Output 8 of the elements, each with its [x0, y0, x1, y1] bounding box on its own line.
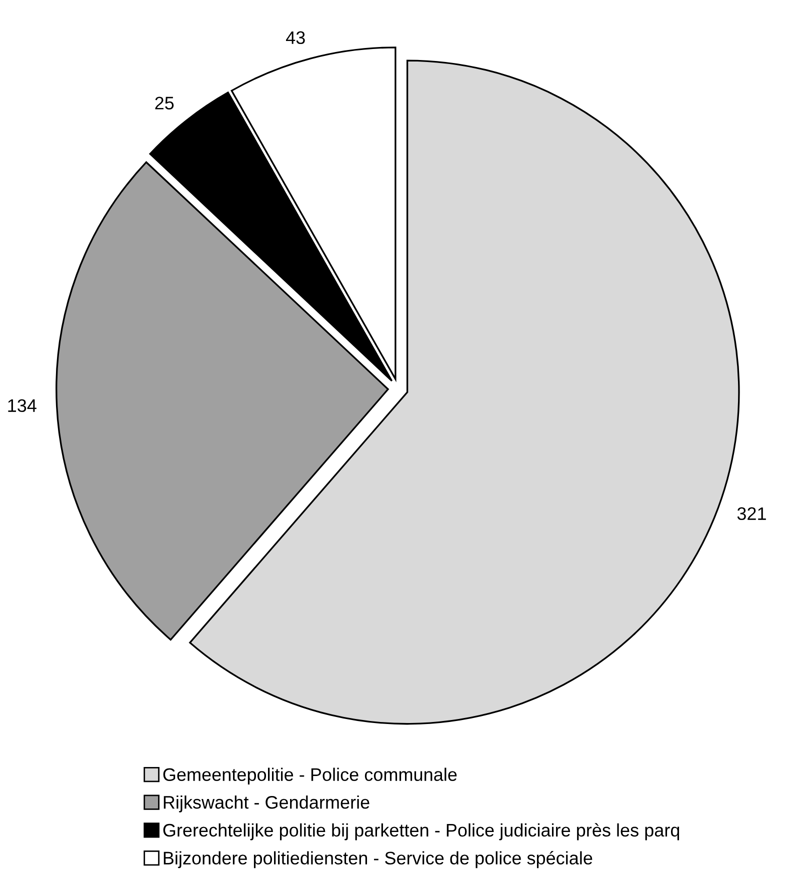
data-label: 43: [286, 31, 305, 44]
legend-label: Grerechtelijke politie bij parketten - Police judiciaire près les parq: [163, 823, 680, 840]
data-label: 321: [737, 507, 766, 520]
legend-label: Bijzondere politiediensten - Service de police spéciale: [164, 851, 592, 868]
data-label: 134: [8, 399, 36, 412]
legend-label: Gemeentepolitie - Police communale: [163, 768, 457, 785]
data-label: 25: [155, 96, 174, 110]
legend-label: Rijkswacht - Gendarmerie: [164, 795, 370, 812]
